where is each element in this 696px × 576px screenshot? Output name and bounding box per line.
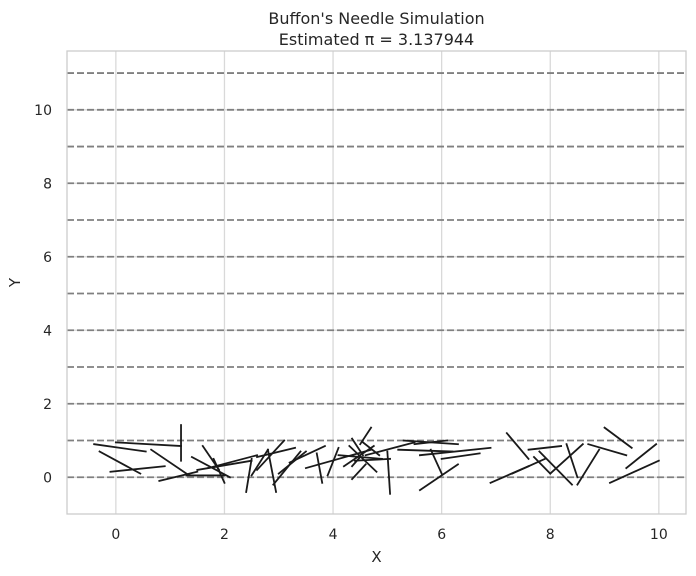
needle xyxy=(158,470,199,483)
needle xyxy=(386,450,392,495)
y-tick-label: 2 xyxy=(43,397,52,413)
needle xyxy=(196,459,253,471)
needle xyxy=(364,441,416,457)
needle xyxy=(429,448,443,475)
needle xyxy=(109,465,166,473)
needle xyxy=(576,448,601,486)
needle xyxy=(353,457,392,462)
needle xyxy=(418,463,460,492)
needle xyxy=(114,441,182,447)
x-tick-label: 6 xyxy=(437,527,446,543)
needle xyxy=(511,457,547,475)
x-tick-label: 8 xyxy=(546,527,555,543)
needle xyxy=(245,457,253,493)
y-tick-label: 4 xyxy=(43,323,52,339)
needle xyxy=(358,426,373,446)
needle xyxy=(149,448,188,475)
needle xyxy=(315,452,324,484)
y-tick-label: 8 xyxy=(43,176,52,192)
needle xyxy=(93,443,147,453)
chart-subtitle: Estimated π = 3.137944 xyxy=(279,30,474,49)
needle xyxy=(418,446,492,457)
needle xyxy=(397,448,454,453)
needle xyxy=(532,455,552,475)
needle xyxy=(255,446,297,459)
needle xyxy=(527,445,563,451)
x-tick-label: 10 xyxy=(650,527,668,543)
y-tick-label: 0 xyxy=(43,470,52,486)
needle xyxy=(548,442,585,475)
needle xyxy=(565,443,579,479)
needle xyxy=(440,452,481,460)
needle xyxy=(350,437,365,457)
tick-labels: 0 2 4 6 8 10 0 2 4 6 8 10 xyxy=(34,103,668,543)
needle xyxy=(608,459,661,484)
needle xyxy=(255,439,286,472)
needles xyxy=(93,424,661,495)
needle xyxy=(304,448,373,470)
needle xyxy=(350,455,362,468)
needle xyxy=(413,439,449,446)
x-axis-label: X xyxy=(371,548,381,566)
needle xyxy=(505,431,530,461)
needle xyxy=(350,463,367,481)
y-tick-label: 6 xyxy=(43,250,52,266)
needle xyxy=(625,442,658,470)
needle xyxy=(250,448,270,477)
floor-lines xyxy=(67,72,686,479)
needle xyxy=(348,444,378,474)
needle xyxy=(603,426,633,450)
needle xyxy=(212,457,226,484)
y-tick-label: 10 xyxy=(34,103,52,119)
plot-frame xyxy=(66,50,687,515)
x-tick-label: 0 xyxy=(111,527,120,543)
needle xyxy=(288,444,327,464)
chart-title: Buffon's Needle Simulation xyxy=(268,9,484,28)
needle xyxy=(326,446,340,477)
needle xyxy=(587,443,628,457)
x-tick-label: 4 xyxy=(329,527,338,543)
x-tick-label: 2 xyxy=(220,527,229,543)
y-axis-label: Y xyxy=(6,277,24,288)
needle xyxy=(277,450,308,475)
